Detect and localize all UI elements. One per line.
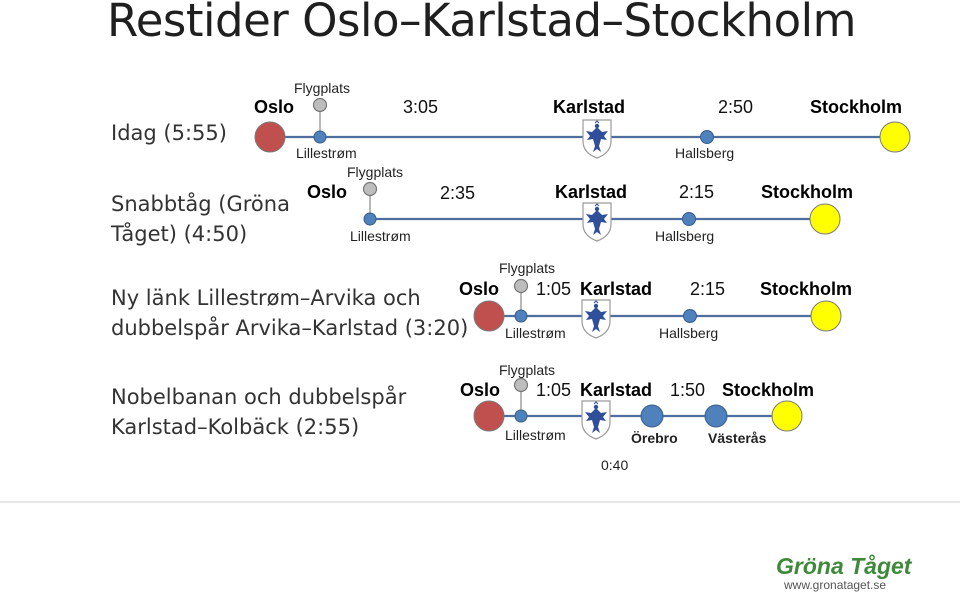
travel-time: 2:15 <box>690 279 726 299</box>
route-row-ny-lank <box>473 278 842 339</box>
vasteras-node <box>704 404 728 428</box>
row-label-line: Idag (5:55) <box>111 121 227 145</box>
flygplats-label: Flygplats <box>499 260 556 276</box>
lillestrom-node <box>514 409 528 423</box>
hallsberg-label: Hallsberg <box>659 325 719 341</box>
hallsberg-node <box>700 130 714 144</box>
row-label-line: Ny länk Lillestrøm–Arvika och <box>111 286 421 310</box>
row-label-line: Nobelbanan och dubbelspår <box>111 385 407 409</box>
row-label-line: Karlstad–Kolbäck (2:55) <box>111 415 360 439</box>
travel-time: 0:40 <box>601 457 629 473</box>
travel-time: 1:05 <box>536 380 572 400</box>
stockholm-label: Stockholm <box>722 380 815 400</box>
flygplats-node <box>513 377 529 393</box>
row-label-line: Snabbtåg (Gröna <box>111 192 290 216</box>
row-label-ny-lank: Ny länk Lillestrøm–Arvika och dubbelspår… <box>111 283 468 343</box>
hallsberg-label: Hallsberg <box>675 145 735 161</box>
karlstad-coat-of-arms-icon <box>582 119 612 159</box>
lillestrom-label: Lillestrøm <box>296 145 357 161</box>
karlstad-coat-of-arms-icon <box>582 202 612 242</box>
lillestrom-node <box>313 130 327 144</box>
stockholm-node <box>879 121 911 153</box>
lillestrom-node <box>363 212 377 226</box>
oslo-label: Oslo <box>307 182 348 202</box>
route-row-nobelbanan <box>473 377 803 440</box>
page-title: Restider Oslo–Karlstad–Stockholm <box>107 0 856 47</box>
stockholm-label: Stockholm <box>760 279 853 299</box>
vasteras-label: Västerås <box>708 430 767 446</box>
travel-time: 1:50 <box>670 380 706 400</box>
lillestrom-label: Lillestrøm <box>350 228 411 244</box>
route-row-today <box>254 97 911 159</box>
travel-time: 2:35 <box>440 183 476 203</box>
flygplats-node <box>312 97 328 113</box>
gronataget-logo-icon: Gröna Tåget <box>776 553 912 579</box>
oslo-node <box>473 400 505 432</box>
flygplats-label: Flygplats <box>499 362 556 378</box>
orebro-label: Örebro <box>631 430 678 446</box>
lillestrom-label: Lillestrøm <box>505 427 566 443</box>
hallsberg-node <box>682 212 696 226</box>
karlstad-coat-of-arms-icon <box>581 299 611 339</box>
row-label-nobelbanan: Nobelbanan och dubbelspår Karlstad–Kolbä… <box>111 382 406 442</box>
stockholm-label: Stockholm <box>761 182 854 202</box>
footer-url: www.gronataget.se <box>784 578 887 592</box>
row-label-today: Idag (5:55) <box>111 118 227 148</box>
oslo-label: Oslo <box>254 97 295 117</box>
oslo-label: Oslo <box>460 380 501 400</box>
stockholm-node <box>809 203 841 235</box>
stockholm-node <box>771 400 803 432</box>
karlstad-coat-of-arms-icon <box>581 400 611 440</box>
stockholm-node <box>810 300 842 332</box>
hallsberg-node <box>683 309 697 323</box>
route-row-snabbtag <box>362 181 841 242</box>
travel-time: 2:15 <box>679 182 715 202</box>
flygplats-label: Flygplats <box>347 164 404 180</box>
row-label-snabbtag: Snabbtåg (Gröna Tåget) (4:50) <box>111 189 290 249</box>
flygplats-label: Flygplats <box>294 80 351 96</box>
orebro-node <box>640 404 664 428</box>
oslo-label: Oslo <box>459 279 500 299</box>
hallsberg-label: Hallsberg <box>655 228 715 244</box>
travel-time: 3:05 <box>403 97 439 117</box>
flygplats-node <box>362 181 378 197</box>
karlstad-label: Karlstad <box>580 279 653 299</box>
oslo-node <box>473 300 505 332</box>
row-label-line: dubbelspår Arvika–Karlstad (3:20) <box>111 316 469 340</box>
divider <box>0 501 960 503</box>
karlstad-label: Karlstad <box>553 97 626 117</box>
row-label-line: Tåget) (4:50) <box>111 222 248 246</box>
lillestrom-label: Lillestrøm <box>505 325 566 341</box>
stockholm-label: Stockholm <box>810 97 903 117</box>
travel-time: 2:50 <box>718 97 754 117</box>
flygplats-node <box>513 278 529 294</box>
lillestrom-node <box>514 309 528 323</box>
karlstad-label: Karlstad <box>555 182 628 202</box>
oslo-node <box>254 121 286 153</box>
travel-time: 1:05 <box>536 279 572 299</box>
karlstad-label: Karlstad <box>580 380 653 400</box>
